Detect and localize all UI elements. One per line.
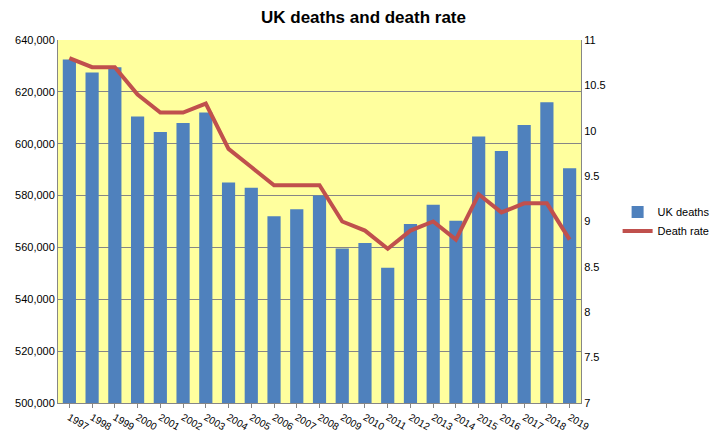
svg-text:520,000: 520,000 xyxy=(15,345,55,357)
svg-text:10: 10 xyxy=(584,125,596,137)
svg-text:560,000: 560,000 xyxy=(15,241,55,253)
svg-text:2016: 2016 xyxy=(498,412,523,433)
svg-text:2006: 2006 xyxy=(271,412,296,433)
svg-text:500,000: 500,000 xyxy=(15,397,55,409)
svg-text:2018: 2018 xyxy=(543,412,568,433)
svg-text:8: 8 xyxy=(584,306,590,318)
svg-text:8.5: 8.5 xyxy=(584,261,599,273)
svg-text:2019: 2019 xyxy=(566,412,591,433)
svg-text:2003: 2003 xyxy=(202,412,227,433)
svg-text:Death rate: Death rate xyxy=(658,225,709,237)
svg-text:1997: 1997 xyxy=(66,412,91,433)
svg-text:7: 7 xyxy=(584,397,590,409)
svg-text:540,000: 540,000 xyxy=(15,293,55,305)
svg-text:2008: 2008 xyxy=(316,412,341,433)
svg-text:640,000: 640,000 xyxy=(15,34,55,46)
svg-text:2014: 2014 xyxy=(452,412,477,433)
svg-text:11: 11 xyxy=(584,34,595,46)
svg-text:1998: 1998 xyxy=(89,412,114,433)
svg-text:1999: 1999 xyxy=(111,412,136,433)
svg-text:2011: 2011 xyxy=(384,412,409,432)
svg-text:2015: 2015 xyxy=(475,412,500,433)
svg-text:2009: 2009 xyxy=(339,412,364,433)
svg-text:2005: 2005 xyxy=(248,412,273,433)
svg-text:2004: 2004 xyxy=(225,412,250,433)
svg-text:UK deaths and death rate: UK deaths and death rate xyxy=(261,8,466,27)
svg-text:9: 9 xyxy=(584,215,590,227)
svg-text:2012: 2012 xyxy=(407,412,432,433)
svg-text:2017: 2017 xyxy=(521,412,546,433)
svg-text:UK deaths: UK deaths xyxy=(658,206,710,218)
svg-text:7.5: 7.5 xyxy=(584,351,599,363)
svg-text:2013: 2013 xyxy=(430,412,455,433)
svg-text:2007: 2007 xyxy=(293,412,318,433)
svg-text:2001: 2001 xyxy=(157,412,182,433)
svg-text:620,000: 620,000 xyxy=(15,86,55,98)
svg-text:9.5: 9.5 xyxy=(584,170,599,182)
svg-text:2000: 2000 xyxy=(134,412,159,433)
svg-text:2002: 2002 xyxy=(180,412,205,433)
svg-text:580,000: 580,000 xyxy=(15,189,55,201)
svg-text:600,000: 600,000 xyxy=(15,138,55,150)
svg-text:10.5: 10.5 xyxy=(584,79,605,91)
svg-text:2010: 2010 xyxy=(361,412,386,433)
